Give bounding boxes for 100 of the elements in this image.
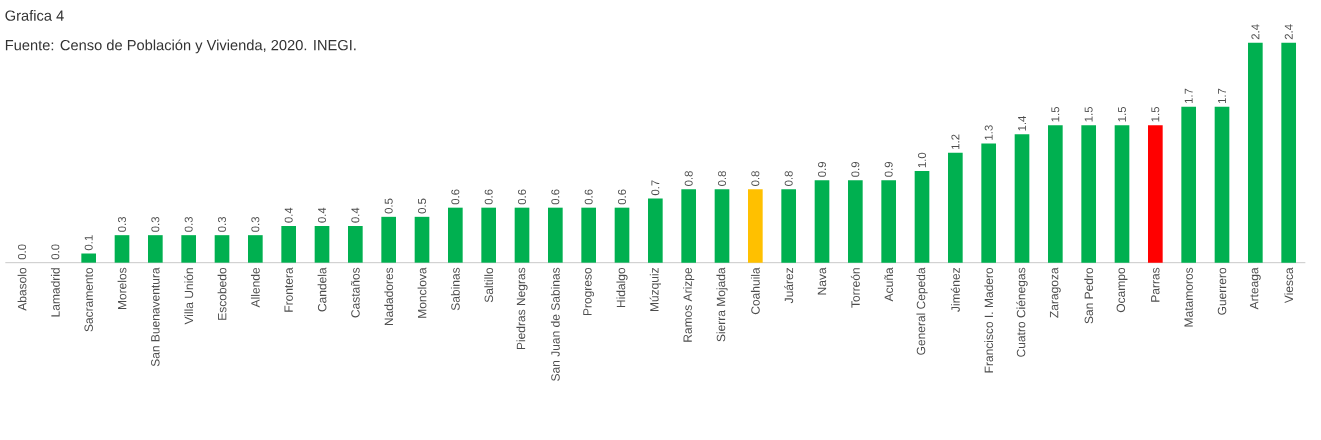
bar (781, 189, 797, 263)
data-label: 0.5 (384, 198, 393, 214)
data-label: 0.8 (784, 171, 793, 186)
bar (881, 180, 897, 263)
data-label: 0.0 (51, 244, 60, 260)
data-label: 0.1 (84, 235, 93, 251)
data-label: 0.6 (484, 189, 493, 205)
bar (1181, 106, 1197, 263)
bar (948, 152, 963, 263)
x-tick-label: Lamadrid (50, 268, 60, 317)
x-tick-label: Sabinas (450, 267, 460, 311)
data-label: 1.4 (1018, 115, 1026, 131)
data-label: 0.3 (251, 216, 260, 232)
data-label: 0.6 (551, 189, 560, 205)
data-label: 0.4 (318, 207, 327, 223)
data-label: 1.7 (1184, 88, 1193, 104)
data-label: 0.8 (751, 171, 760, 186)
x-tick-label: San Buenaventura (151, 267, 160, 367)
data-label: 0.4 (351, 207, 360, 223)
bar (1248, 42, 1263, 263)
x-tick-label: Abasolo (17, 267, 27, 311)
x-tick-label: Viesca (1284, 267, 1294, 304)
bar (1214, 106, 1230, 263)
data-label: 0.6 (584, 189, 593, 205)
data-label: 1.5 (1118, 106, 1126, 122)
x-tick-label: Monclova (417, 267, 427, 318)
x-tick-label: Piedras Negras (516, 267, 528, 350)
data-label: 1.3 (984, 125, 993, 140)
x-tick-label: Jiménez (950, 267, 960, 312)
bar (1048, 125, 1063, 263)
x-tick-label: General Cepeda (916, 267, 928, 355)
bar (681, 189, 697, 263)
bar (448, 207, 463, 263)
bar (814, 180, 830, 263)
data-label: 1.5 (1051, 106, 1060, 122)
data-label: 0.3 (218, 216, 227, 232)
bar (81, 253, 96, 263)
data-label: 0.9 (818, 162, 827, 177)
bar (514, 207, 530, 263)
bar (614, 207, 630, 263)
data-label: 0.6 (618, 189, 627, 205)
x-tick-label: Sierra Mojada (716, 267, 728, 342)
bar (1281, 42, 1297, 263)
data-label: 1.5 (1151, 106, 1160, 122)
bar (114, 235, 130, 263)
data-label: 0.3 (184, 216, 193, 232)
bar (181, 235, 197, 263)
data-label: 0.3 (118, 216, 127, 232)
annotation: Fuente: Censo de Población y Vivienda, 2020. INEGI. (5, 39, 356, 54)
data-label: 0.9 (851, 162, 860, 177)
x-tick-label: Torreón (850, 268, 860, 308)
x-tick-label: Allende (250, 267, 260, 308)
x-tick-label: Arteaga (1249, 267, 1261, 310)
x-tick-label: Cuatro Ciénegas (1016, 267, 1028, 357)
data-label: 0.7 (651, 180, 660, 196)
bar (1114, 125, 1130, 263)
bar (348, 226, 363, 263)
x-tick-label: Matamoros (1184, 267, 1193, 327)
data-label: 0.0 (18, 244, 27, 260)
x-tick-label: Frontera (284, 267, 293, 312)
x-tick-label: Ocampo (1116, 267, 1128, 313)
bar (548, 207, 563, 263)
data-label: 0.6 (518, 189, 527, 205)
x-tick-label: Candela (317, 267, 327, 312)
data-label: 1.5 (1084, 106, 1093, 122)
bar (148, 235, 163, 263)
chart-title: Grafica 4 (5, 10, 64, 21)
bar (981, 143, 997, 263)
bar (914, 171, 930, 263)
bar (381, 216, 397, 263)
data-label: 1.2 (951, 134, 960, 149)
x-tick-label: Escobedo (217, 267, 227, 320)
x-tick-label: Acuña (884, 267, 894, 302)
bar (581, 207, 597, 263)
bar (248, 235, 263, 263)
x-tick-label: San Juan de Sabinas (550, 267, 560, 381)
data-label: 1.7 (1218, 88, 1226, 104)
data-label: 2.4 (1251, 24, 1260, 40)
x-tick-label: Progreso (583, 267, 595, 316)
x-tick-label: Saltillo (484, 267, 494, 303)
bar (1081, 125, 1097, 263)
bar (714, 189, 730, 263)
data-label: 0.5 (418, 198, 427, 214)
x-tick-label: Guerrero (1217, 267, 1227, 315)
x-tick-label: Juárez (784, 267, 794, 304)
x-tick-label: San Pedro (1084, 267, 1094, 324)
data-label: 0.9 (884, 162, 893, 177)
x-tick-label: Hidalgo (616, 267, 628, 308)
bar (414, 216, 430, 263)
x-tick-label: Nadadores (384, 267, 394, 326)
bar (281, 226, 296, 263)
bar (1148, 125, 1163, 263)
bar (848, 180, 863, 263)
data-label: 2.4 (1284, 24, 1293, 40)
x-tick-label: Nava (817, 267, 827, 295)
bar (481, 207, 496, 263)
bar (314, 226, 330, 263)
bar (1014, 134, 1030, 263)
x-tick-label: Parras (1151, 267, 1160, 302)
x-tick-label: Múzquiz (649, 267, 661, 312)
